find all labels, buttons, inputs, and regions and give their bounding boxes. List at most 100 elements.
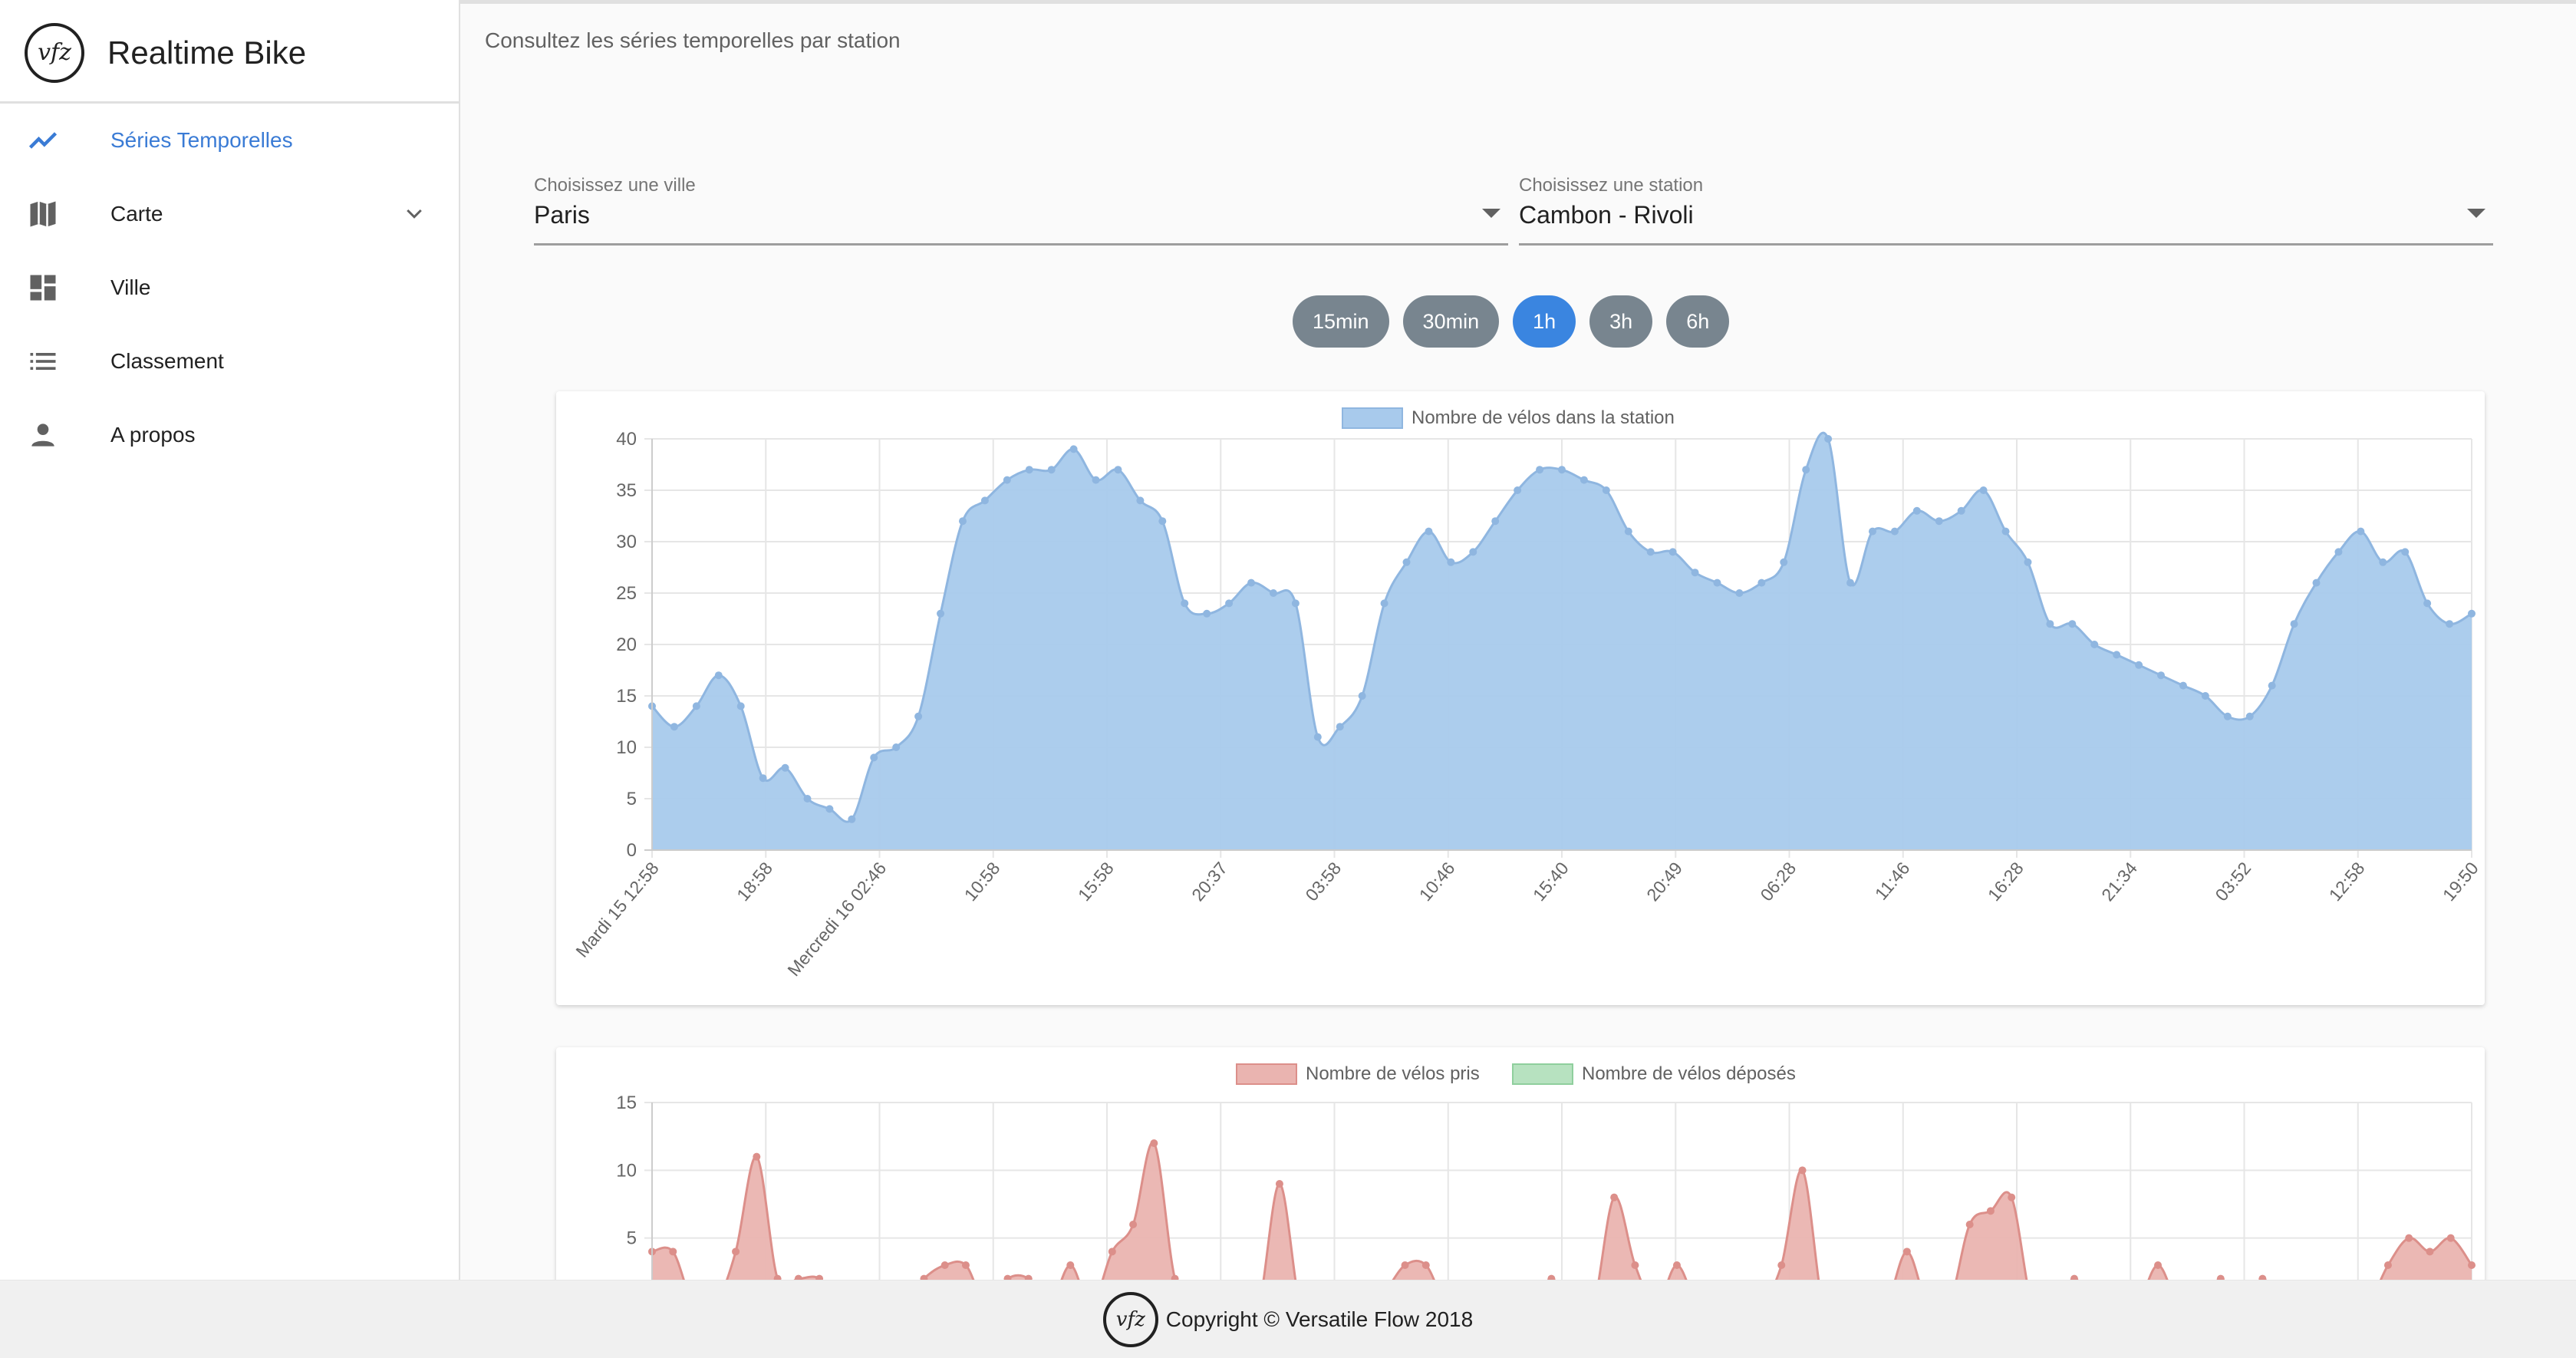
sidebar-nav: Séries Temporelles Carte Ville <box>0 104 459 472</box>
data-point <box>1069 445 1078 453</box>
data-point <box>1203 609 1211 618</box>
data-point <box>961 1261 970 1269</box>
data-point <box>1158 517 1167 526</box>
data-point <box>1092 476 1100 484</box>
x-tick-label: 20:49 <box>1642 859 1686 905</box>
data-point <box>753 1152 761 1161</box>
data-point <box>940 1261 949 1269</box>
sidebar-item-ville[interactable]: Ville <box>0 251 459 325</box>
x-tick-label: Mercredi 16 02:46 <box>783 859 890 981</box>
data-point <box>2113 651 2121 659</box>
y-tick-label: 0 <box>627 840 637 861</box>
data-point <box>692 702 700 710</box>
data-point <box>2405 1234 2413 1242</box>
data-point <box>1425 527 1433 536</box>
brand-logo-text: vfz <box>38 39 71 66</box>
data-point <box>669 1248 677 1256</box>
sidebar: vfz Realtime Bike Séries Temporelles Car… <box>0 0 460 1280</box>
footer-logo-text: vfz <box>1115 1307 1145 1331</box>
legend-label: Nombre de vélos dans la station <box>1412 407 1675 428</box>
data-point <box>2068 620 2077 628</box>
dropdown-arrow-icon <box>1482 209 1500 218</box>
data-point <box>1672 1261 1681 1269</box>
data-point <box>1025 466 1033 474</box>
data-point <box>2157 671 2166 680</box>
data-point <box>1358 692 1366 700</box>
station-select-value: Cambon - Rivoli <box>1519 201 1694 229</box>
person-icon <box>21 414 64 457</box>
data-point <box>1691 569 1699 577</box>
data-point <box>2468 609 2476 618</box>
data-point <box>1735 589 1744 597</box>
data-point <box>1401 1261 1409 1269</box>
data-point <box>1798 1166 1807 1175</box>
data-point <box>1824 435 1833 443</box>
data-point <box>1965 1221 1974 1228</box>
period-30min-button[interactable]: 30min <box>1402 295 1500 348</box>
data-point <box>2401 548 2410 556</box>
bikes-chart-card: Nombre de vélos dans la station 0 5 10 15 20 2… <box>556 391 2485 1005</box>
data-point <box>2357 527 2365 536</box>
city-select[interactable]: Choisissez une ville Paris <box>534 169 1508 246</box>
data-point <box>1491 517 1500 526</box>
data-point <box>1225 599 1234 608</box>
sidebar-item-apropos[interactable]: A propos <box>0 398 459 472</box>
sidebar-item-label: A propos <box>110 423 196 447</box>
data-point <box>937 609 945 618</box>
data-point <box>2334 548 2343 556</box>
brand-logo: vfz <box>25 22 84 83</box>
x-tick-label: 16:28 <box>1984 859 2028 905</box>
data-point <box>1129 1221 1138 1228</box>
data-point <box>2008 1193 2016 1201</box>
y-tick-label: 40 <box>616 429 637 450</box>
data-point <box>1247 578 1256 587</box>
legend-label: Nombre de vélos déposés <box>1582 1063 1796 1084</box>
period-1h-button[interactable]: 1h <box>1513 295 1576 348</box>
brand-header: vfz Realtime Bike <box>0 4 459 104</box>
data-point <box>670 723 678 731</box>
data-point <box>2379 558 2387 566</box>
x-tick-label: 06:28 <box>1756 859 1800 905</box>
data-point <box>1066 1261 1075 1269</box>
data-point <box>1514 486 1522 494</box>
sidebar-item-carte[interactable]: Carte <box>0 177 459 251</box>
data-point <box>1003 476 1011 484</box>
data-point <box>2468 1261 2476 1269</box>
city-select-value: Paris <box>534 201 590 229</box>
x-tick-label: 19:50 <box>2439 859 2482 905</box>
data-point <box>1447 558 1455 566</box>
data-point <box>980 496 989 505</box>
data-point <box>1469 548 1477 556</box>
data-point <box>2223 712 2232 720</box>
x-tick-label: 15:40 <box>1529 859 1573 905</box>
sidebar-item-label: Carte <box>110 202 163 226</box>
data-point <box>1868 527 1876 536</box>
sidebar-item-series[interactable]: Séries Temporelles <box>0 104 459 177</box>
series-area <box>652 1142 2472 1317</box>
data-point <box>2383 1261 2392 1269</box>
period-15min-button[interactable]: 15min <box>1293 295 1389 348</box>
chevron-down-icon[interactable] <box>397 197 431 231</box>
data-point <box>1912 506 1921 515</box>
data-point <box>1602 486 1610 494</box>
data-point <box>1275 1180 1283 1188</box>
sidebar-item-classement[interactable]: Classement <box>0 325 459 398</box>
data-point <box>1136 496 1145 505</box>
data-point <box>1646 548 1655 556</box>
y-tick-label: 5 <box>627 1228 637 1249</box>
x-tick-label: 10:58 <box>960 859 1004 905</box>
copyright-text: Copyright © Versatile Flow 2018 <box>1165 1307 1474 1331</box>
data-point <box>1291 599 1300 608</box>
station-select[interactable]: Choisissez une station Cambon - Rivoli <box>1519 169 2493 246</box>
data-point <box>1181 599 1189 608</box>
period-3h-button[interactable]: 3h <box>1589 295 1653 348</box>
app-title: Realtime Bike <box>107 34 307 71</box>
y-tick-label: 35 <box>616 480 637 501</box>
data-point <box>2179 681 2187 690</box>
x-tick-label: 12:58 <box>2325 859 2369 905</box>
legend-swatch <box>1342 407 1403 429</box>
list-icon <box>21 340 64 383</box>
data-point <box>1631 1261 1639 1269</box>
data-point <box>1313 733 1322 741</box>
period-6h-button[interactable]: 6h <box>1666 295 1730 348</box>
